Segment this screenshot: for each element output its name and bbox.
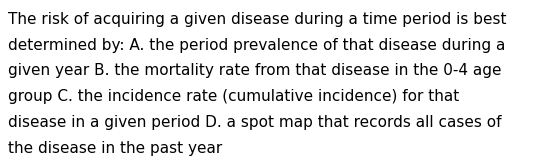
Text: determined by: A. the period prevalence of that disease during a: determined by: A. the period prevalence … — [8, 38, 506, 53]
Text: group C. the incidence rate (cumulative incidence) for that: group C. the incidence rate (cumulative … — [8, 89, 460, 104]
Text: given year B. the mortality rate from that disease in the 0-4 age: given year B. the mortality rate from th… — [8, 63, 502, 78]
Text: The risk of acquiring a given disease during a time period is best: The risk of acquiring a given disease du… — [8, 12, 507, 27]
Text: the disease in the past year: the disease in the past year — [8, 141, 223, 156]
Text: disease in a given period D. a spot map that records all cases of: disease in a given period D. a spot map … — [8, 115, 502, 130]
